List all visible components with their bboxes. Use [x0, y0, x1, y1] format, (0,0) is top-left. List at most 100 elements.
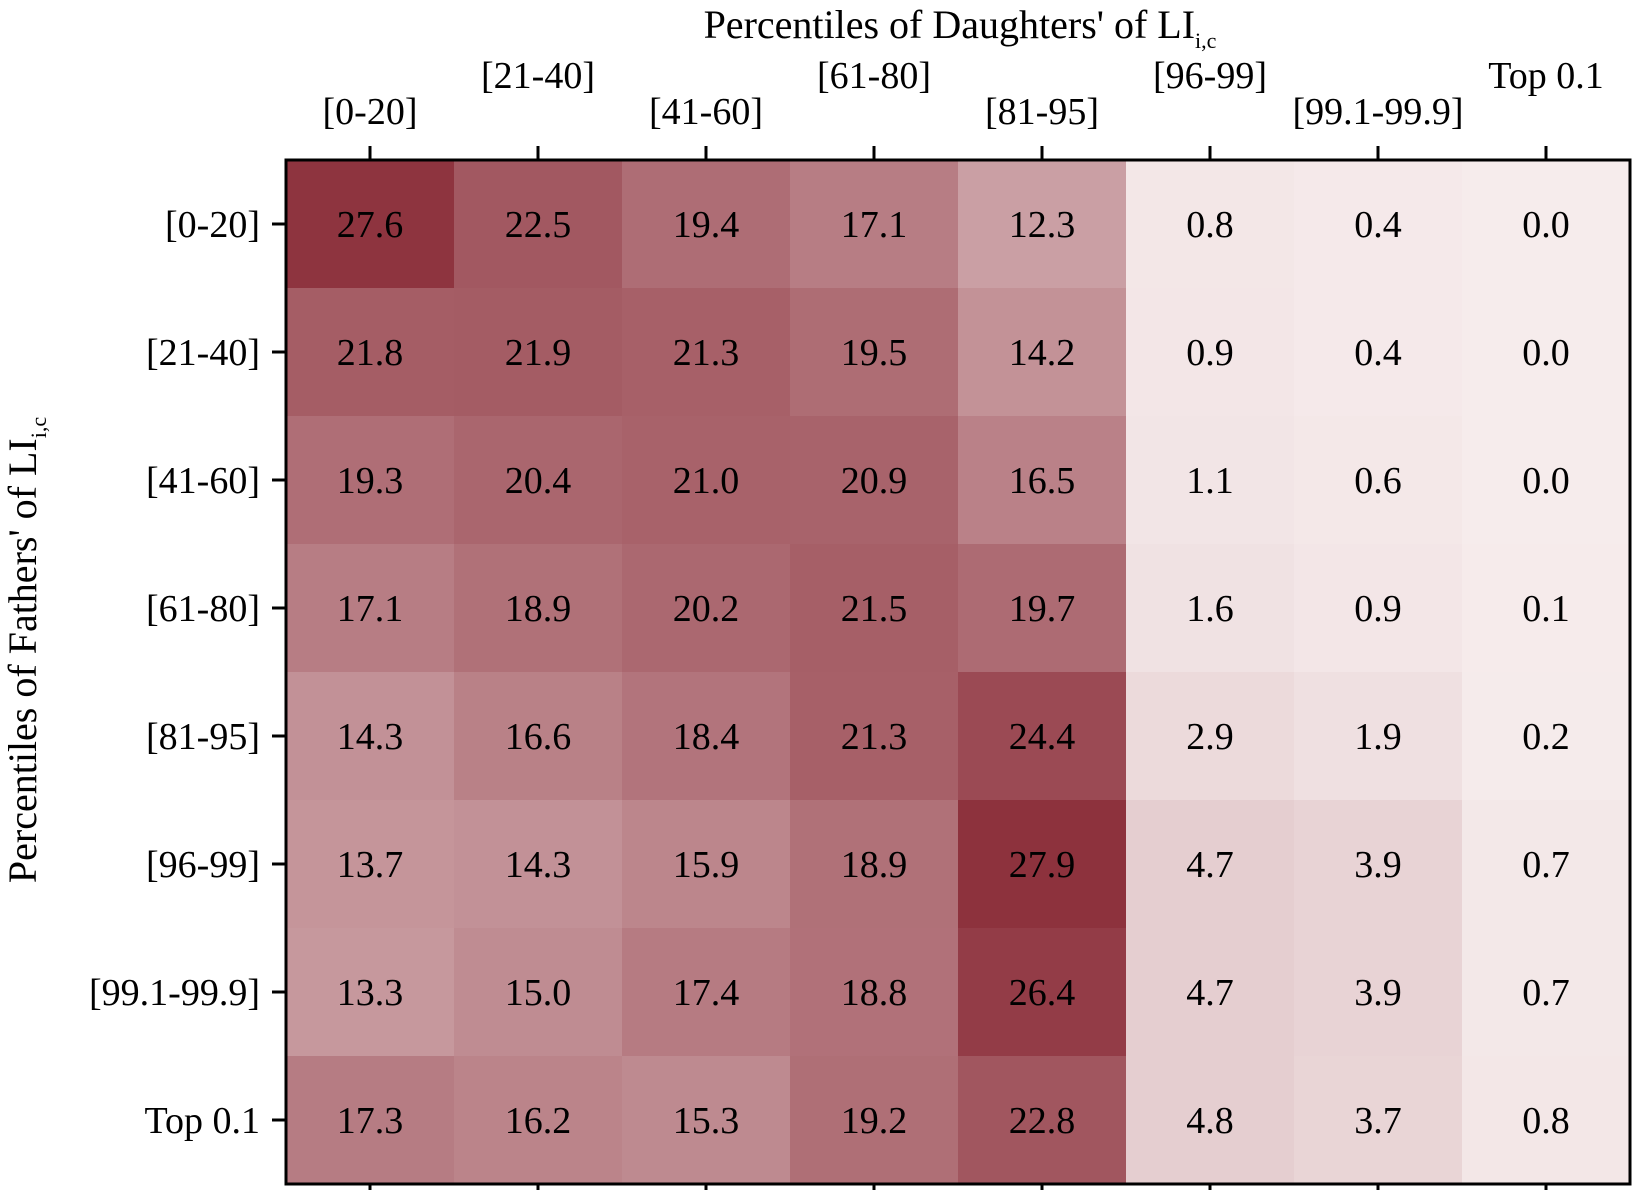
- cell-value-label: 17.1: [337, 588, 404, 630]
- heatmap-cell: [454, 416, 623, 545]
- cell-value-label: 21.0: [673, 460, 740, 502]
- cell-value-label: 15.0: [505, 972, 572, 1014]
- cell-value-label: 3.9: [1354, 972, 1402, 1014]
- cell-value-label: 0.0: [1522, 460, 1570, 502]
- cell-value-label: 13.3: [337, 972, 404, 1014]
- cell-value-label: 14.3: [505, 844, 572, 886]
- cell-value-label: 0.4: [1354, 204, 1402, 246]
- cell-value-label: 22.8: [1009, 1100, 1076, 1142]
- heatmap-cell: [286, 160, 455, 289]
- heatmap-cell: [958, 672, 1127, 801]
- heatmap-cell: [286, 416, 455, 545]
- heatmap-cell: [286, 288, 455, 417]
- cell-value-label: 2.9: [1186, 716, 1234, 758]
- heatmap-cell: [454, 544, 623, 673]
- heatmap-cell: [1294, 1056, 1463, 1185]
- cell-value-label: 19.5: [841, 332, 908, 374]
- y-axis-title: Percentiles of Fathers' of LIi,c: [0, 417, 51, 883]
- heatmap-cell: [958, 1056, 1127, 1185]
- cell-value-label: 15.9: [673, 844, 740, 886]
- cell-value-label: 19.2: [841, 1100, 908, 1142]
- cell-value-label: 0.8: [1186, 204, 1234, 246]
- heatmap-cell: [1462, 160, 1631, 289]
- heatmap-cell: [1126, 544, 1295, 673]
- x-tick-label: [81-95]: [985, 91, 1099, 133]
- heatmap-cell: [622, 928, 791, 1057]
- heatmap-cell: [454, 1056, 623, 1185]
- heatmap-cell: [622, 288, 791, 417]
- x-tick-label: [0-20]: [323, 91, 418, 133]
- heatmap-cell: [622, 544, 791, 673]
- heatmap-cell: [286, 928, 455, 1057]
- cell-value-label: 16.5: [1009, 460, 1076, 502]
- cell-value-label: 0.2: [1522, 716, 1570, 758]
- heatmap-cell: [1126, 672, 1295, 801]
- cell-value-label: 0.4: [1354, 332, 1402, 374]
- cell-value-label: 16.2: [505, 1100, 572, 1142]
- cell-value-label: 20.2: [673, 588, 740, 630]
- heatmap-cell: [1294, 544, 1463, 673]
- cell-value-label: 18.9: [841, 844, 908, 886]
- cell-value-label: 20.9: [841, 460, 908, 502]
- cell-value-label: 20.4: [505, 460, 572, 502]
- cell-value-label: 27.9: [1009, 844, 1076, 886]
- x-tick-label: Top 0.1: [1488, 55, 1604, 97]
- cell-value-label: 3.7: [1354, 1100, 1402, 1142]
- heatmap-cell: [958, 800, 1127, 929]
- heatmap-cell: [790, 416, 959, 545]
- heatmap-cell: [958, 544, 1127, 673]
- y-tick-label: [81-95]: [146, 716, 260, 758]
- cell-value-label: 26.4: [1009, 972, 1076, 1014]
- heatmap-cell: [1462, 288, 1631, 417]
- cell-value-label: 1.1: [1186, 460, 1234, 502]
- cell-value-label: 19.4: [673, 204, 740, 246]
- cell-value-label: 21.3: [673, 332, 740, 374]
- y-tick-label: [0-20]: [165, 204, 260, 246]
- heatmap-cell: [790, 800, 959, 929]
- x-tick-label: [61-80]: [817, 55, 931, 97]
- heatmap-cell: [454, 800, 623, 929]
- heatmap-cell: [958, 928, 1127, 1057]
- cell-value-label: 4.7: [1186, 844, 1234, 886]
- y-axis-ticks: [0-20] [21-40] [41-60] [61-80] [81-95] [96-99…: [89, 204, 286, 1142]
- heatmap-cell: [1126, 160, 1295, 289]
- cell-value-label: 0.7: [1522, 844, 1570, 886]
- cell-value-label: 4.8: [1186, 1100, 1234, 1142]
- y-tick-label: [96-99]: [146, 844, 260, 886]
- cell-value-label: 0.0: [1522, 332, 1570, 374]
- heatmap-cell: [1294, 160, 1463, 289]
- cell-value-label: 0.1: [1522, 588, 1570, 630]
- heatmap-cell: [622, 1056, 791, 1185]
- heatmap-cell: [1294, 416, 1463, 545]
- cell-value-label: 17.1: [841, 204, 908, 246]
- heatmap-cell: [1126, 928, 1295, 1057]
- y-tick-label: [61-80]: [146, 588, 260, 630]
- cell-value-label: 21.5: [841, 588, 908, 630]
- heatmap-cell: [1294, 672, 1463, 801]
- cell-value-label: 0.0: [1522, 204, 1570, 246]
- heatmap-cell: [622, 800, 791, 929]
- heatmap-cell: [1462, 416, 1631, 545]
- heatmap-cell: [790, 672, 959, 801]
- heatmap-cell: [286, 800, 455, 929]
- heatmap-cell: [454, 672, 623, 801]
- x-tick-label: [96-99]: [1153, 55, 1267, 97]
- cell-value-labels: 27.6 22.5 19.4 17.1 12.3 0.8 0.4 0.0 21.8 21.9 21.…: [337, 204, 1570, 1142]
- x-axis-title-subscript: i,c: [1195, 28, 1217, 53]
- heatmap-cell: [622, 160, 791, 289]
- cell-value-label: 0.8: [1522, 1100, 1570, 1142]
- cell-value-label: 15.3: [673, 1100, 740, 1142]
- heatmap-cell: [1462, 800, 1631, 929]
- heatmap-cell: [790, 288, 959, 417]
- heatmap-cell: [1126, 288, 1295, 417]
- cell-value-label: 24.4: [1009, 716, 1076, 758]
- cell-value-label: 14.2: [1009, 332, 1076, 374]
- heatmap-cells: [286, 160, 1631, 1185]
- cell-value-label: 18.4: [673, 716, 740, 758]
- cell-value-label: 0.6: [1354, 460, 1402, 502]
- heatmap-cell: [454, 160, 623, 289]
- cell-value-label: 21.8: [337, 332, 404, 374]
- cell-value-label: 17.3: [337, 1100, 404, 1142]
- x-tick-label: [41-60]: [649, 91, 763, 133]
